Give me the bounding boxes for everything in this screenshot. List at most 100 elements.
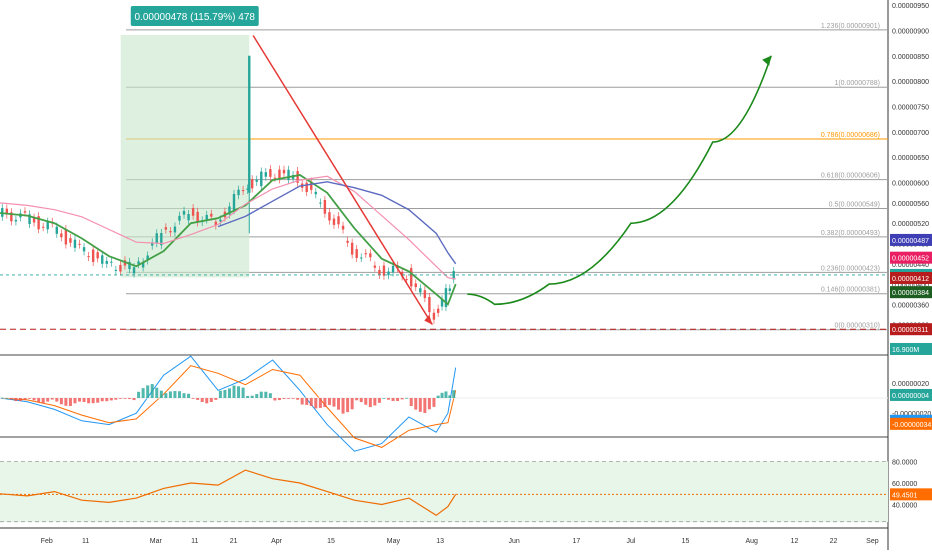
price-tick-label: 0.00000560 [892, 201, 929, 208]
macd-tick-label: 0.00000020 [892, 381, 929, 388]
candle-body [278, 169, 281, 180]
macd-histogram-bar [78, 398, 82, 402]
macd-histogram-bar [368, 398, 372, 408]
macd-histogram-bar [118, 398, 122, 399]
candle-body [64, 229, 68, 245]
macd-histogram-bar [41, 398, 45, 404]
macd-histogram-bar [452, 390, 456, 398]
macd-histogram-bar [432, 398, 436, 407]
price-tick-label: 0.00000400 [892, 282, 929, 289]
candle-body [82, 247, 86, 252]
macd-histogram-bar [400, 398, 404, 400]
candle-body [91, 249, 95, 262]
macd-histogram-bar [87, 398, 91, 404]
candle-body [160, 233, 163, 246]
macd-histogram-bar [55, 398, 59, 402]
candle-body [337, 216, 340, 225]
candle-body [414, 283, 417, 288]
macd-histogram-bar [273, 398, 277, 401]
candle-body [151, 242, 154, 246]
price-tick-label: 0.00000750 [892, 105, 929, 112]
downtrend-arrow[interactable] [252, 35, 433, 326]
candle-body [137, 261, 140, 265]
macd-histogram-bar [391, 398, 395, 402]
rsi-tick-label: 40.0000 [892, 503, 917, 510]
candle-body [114, 269, 118, 271]
macd-histogram-bar [418, 398, 422, 412]
rsi-band [0, 461, 888, 522]
macd-histogram-bar [82, 398, 86, 403]
macd-histogram-bar [373, 398, 377, 406]
candle-body [28, 214, 31, 225]
price-tick-label: 0.00000360 [892, 302, 929, 309]
macd-histogram-bar [227, 388, 231, 398]
time-tick-label: Jul [626, 538, 635, 545]
macd-histogram-bar [187, 393, 191, 398]
candle-body [37, 216, 40, 230]
candle-body [187, 214, 190, 221]
candle-body [391, 265, 395, 273]
macd-histogram-bar [209, 398, 213, 402]
projection-curve[interactable] [467, 55, 772, 306]
macd-histogram-bar [91, 398, 95, 404]
candle-body [250, 179, 254, 189]
price-tick-label: 0.00000520 [892, 221, 929, 228]
candle-body [341, 225, 345, 230]
candle-body [228, 206, 231, 215]
rsi-tick-label: 80.0000 [892, 460, 917, 467]
time-tick-label: 13 [436, 538, 444, 545]
price-badge-bg [890, 286, 932, 299]
candle-body [32, 217, 36, 223]
candle-body [350, 242, 354, 255]
macd-histogram-bar [332, 398, 336, 407]
macd-histogram-bar [327, 398, 331, 405]
fib-level-label: 0.146(0.00000381) [821, 287, 880, 294]
macd-histogram-bar [259, 391, 263, 398]
macd-histogram-bar [50, 398, 54, 400]
price-tick-label: 0.00000850 [892, 54, 929, 61]
candle-body [132, 267, 136, 274]
candle-body [101, 255, 104, 264]
macd-histogram-bar [300, 398, 304, 405]
candle-body [369, 253, 372, 258]
macd-histogram-bar [200, 398, 204, 402]
candle-body [169, 231, 172, 233]
spike-candle-body [248, 55, 251, 193]
macd-histogram-bar [168, 391, 172, 398]
candle-body [23, 211, 27, 213]
macd-histogram-bar [405, 397, 409, 399]
price-badge-bg [890, 251, 932, 264]
candle-body [164, 227, 168, 230]
macd-histogram-bar [241, 387, 245, 398]
candle-body [378, 269, 381, 275]
macd-histogram-bar [73, 398, 77, 404]
measurement-box[interactable] [120, 35, 250, 278]
price-tick-label: 0.00000800 [892, 79, 929, 86]
time-tick-label: Jun [508, 538, 519, 545]
macd-histogram-bar [355, 398, 359, 401]
rsi-tick-label: 60.0000 [892, 481, 917, 488]
measurement-label: 0.00000478 (115.79%) 478 [135, 12, 256, 23]
candle-body [69, 238, 72, 243]
candle-body [287, 169, 290, 180]
candle-body [205, 214, 208, 220]
candle-body [191, 208, 195, 216]
candle-body [319, 202, 322, 204]
macd-histogram-bar [396, 398, 400, 402]
price-badge: 0.00000452 [892, 256, 929, 263]
macd-badge-bg [890, 417, 932, 430]
fib-level-label: 1(0.00000788) [834, 80, 880, 87]
macd-histogram-bar [5, 397, 9, 399]
macd-histogram-bar [218, 390, 222, 398]
macd-histogram-bar [305, 398, 309, 405]
macd-histogram-bar [359, 398, 363, 403]
macd-histogram-bar [109, 398, 113, 401]
macd-tick-label: -0.00000020 [892, 411, 931, 418]
macd-histogram-bar [14, 398, 18, 402]
price-tick-label: 0.00000950 [892, 3, 929, 10]
candle-body [105, 260, 108, 264]
time-tick-label: 11 [82, 538, 89, 545]
macd-histogram-bar [28, 398, 32, 399]
